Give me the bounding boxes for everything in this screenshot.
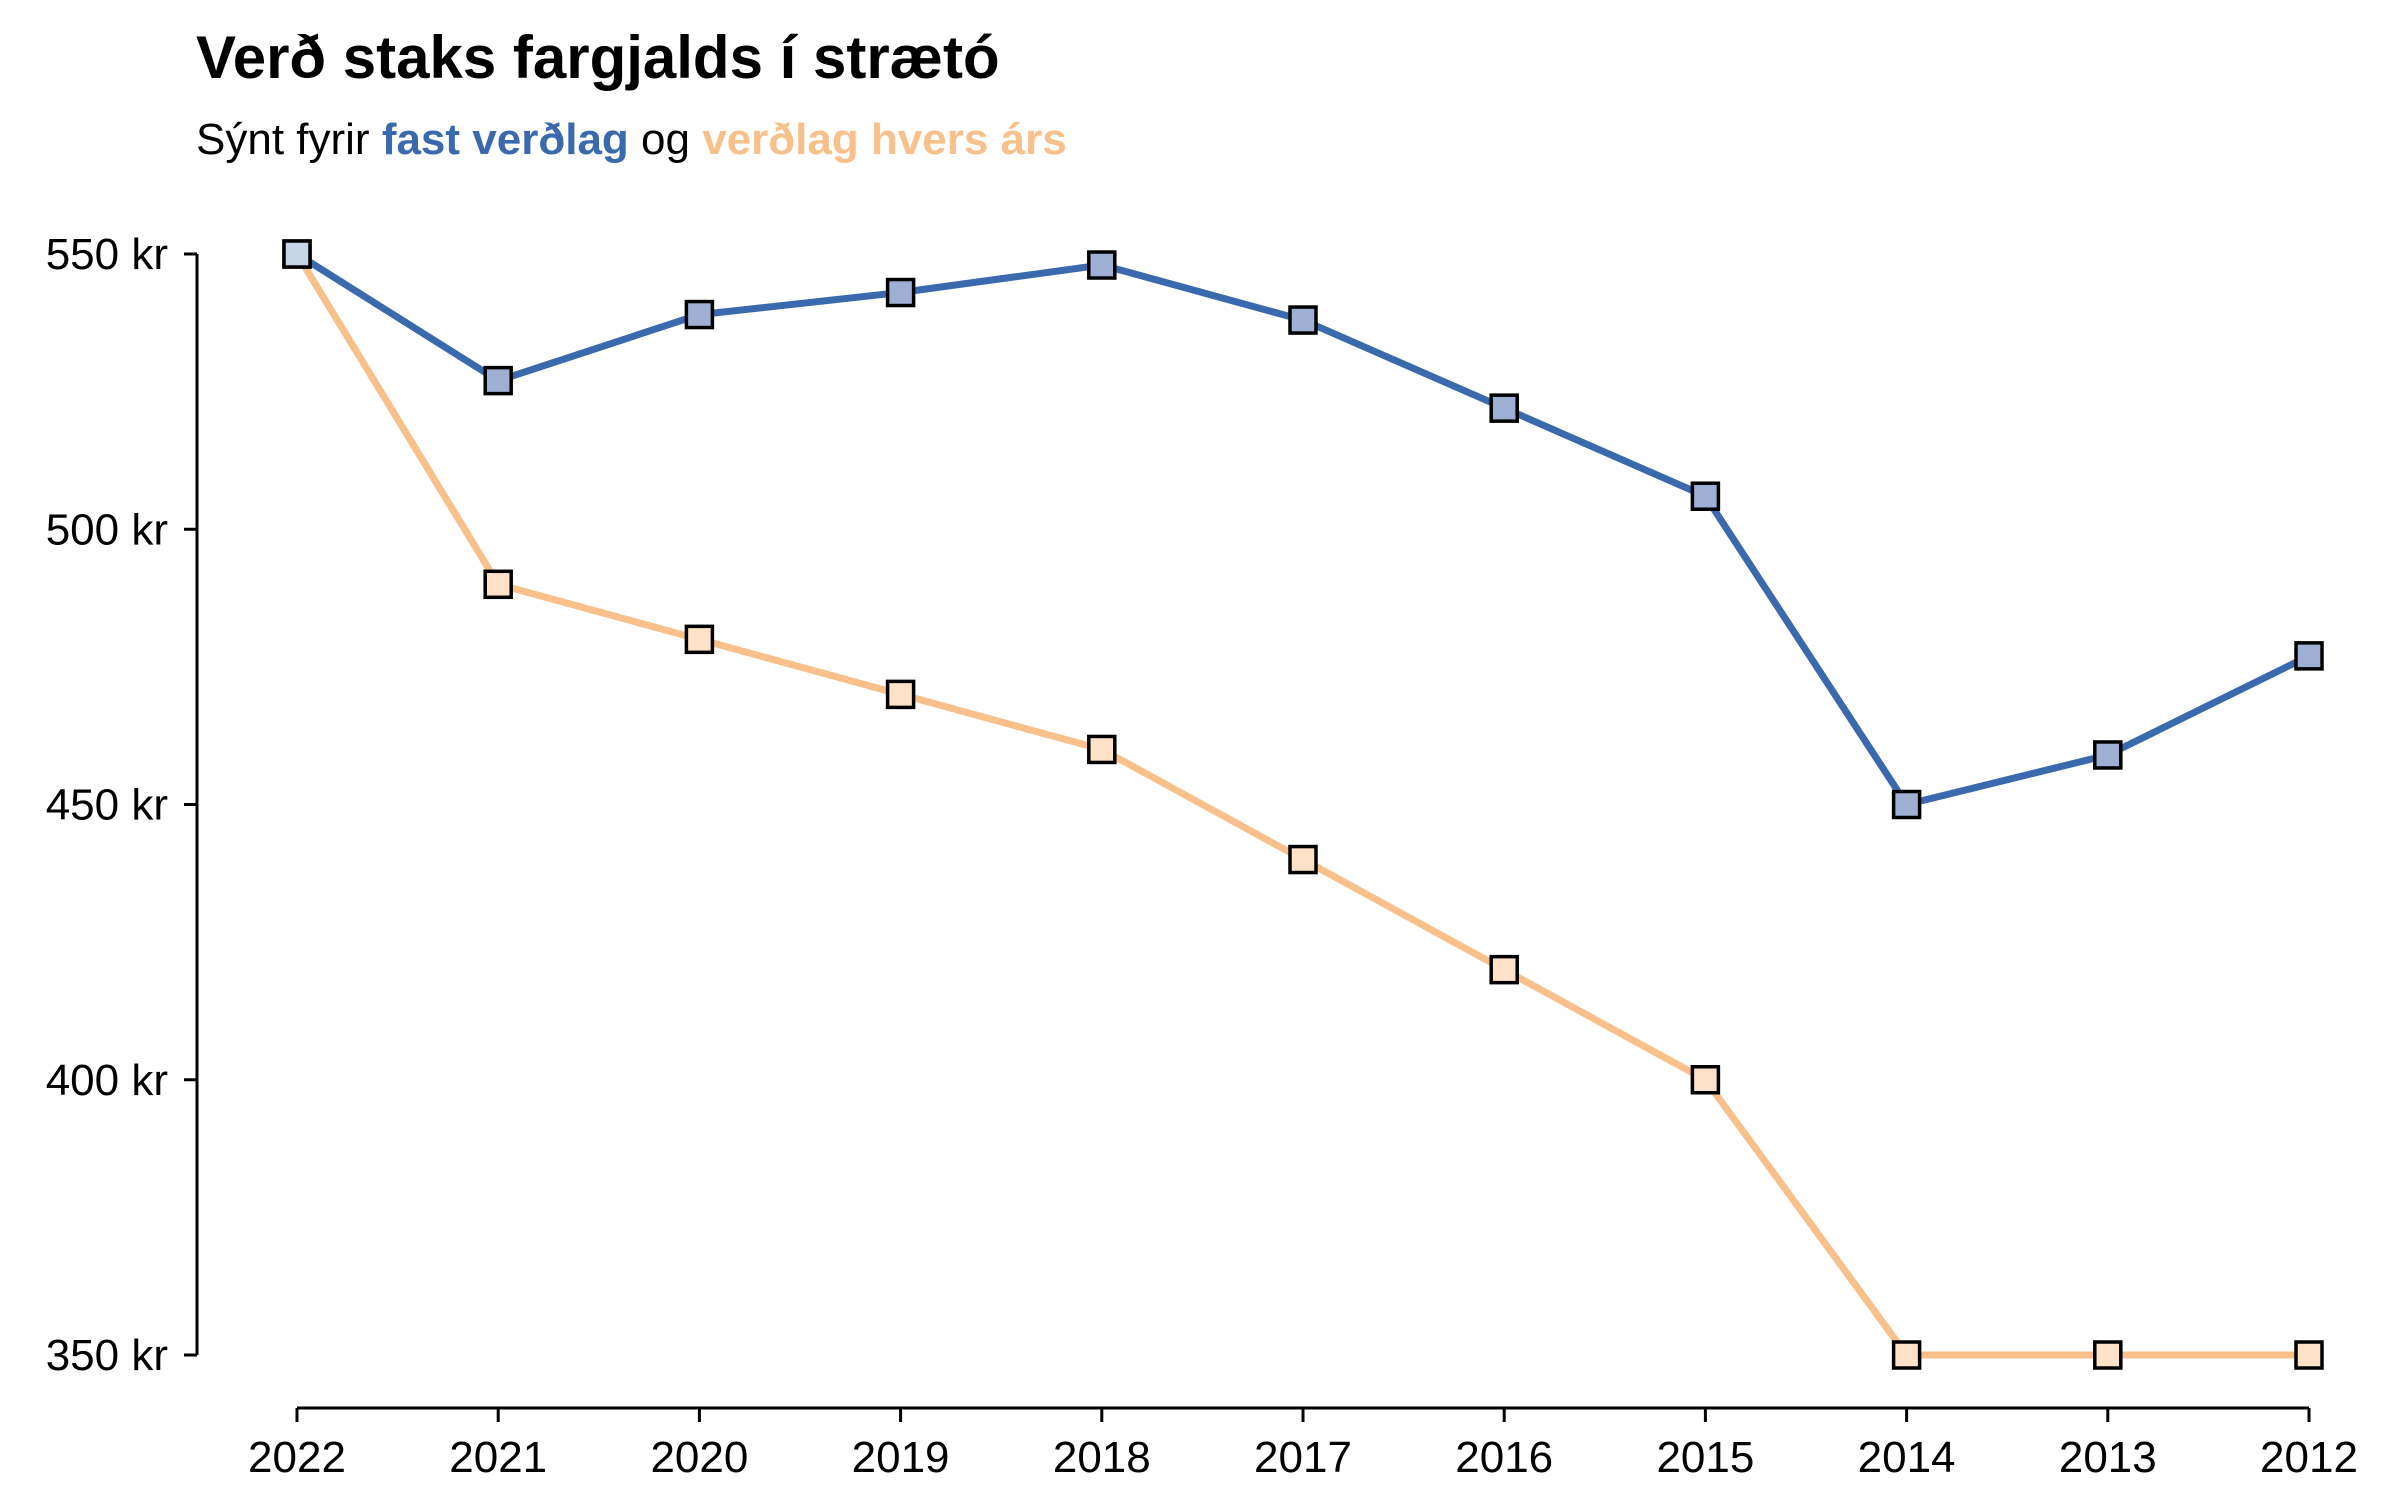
subtitle-series1-label: fast verðlag bbox=[381, 115, 629, 164]
data-point-hvers bbox=[1288, 844, 1318, 875]
chart-subtitle: Sýnt fyrir fast verðlag og verðlag hvers… bbox=[196, 108, 1067, 172]
data-point-hvers bbox=[684, 624, 715, 655]
x-tick-label: 2021 bbox=[449, 1433, 547, 1482]
y-tick-label: 400 kr bbox=[46, 1056, 168, 1105]
y-tick-label: 450 kr bbox=[46, 781, 168, 830]
x-axis-ticks: 2022 2021 2020 2019 2018 2017 2016 2015 2014 2013… bbox=[248, 1408, 2358, 1482]
y-axis-ticks: 350 kr 400 kr 450 kr 500 kr 550 kr bbox=[46, 230, 197, 1380]
data-point-fast bbox=[2294, 641, 2324, 671]
y-tick-label: 350 kr bbox=[46, 1331, 168, 1380]
data-point-fast bbox=[2093, 740, 2123, 770]
x-tick-label: 2013 bbox=[2059, 1433, 2157, 1482]
x-tick-label: 2022 bbox=[248, 1433, 346, 1482]
x-tick-label: 2019 bbox=[852, 1433, 950, 1482]
x-tick-label: 2020 bbox=[650, 1433, 748, 1482]
data-point-hvers bbox=[1690, 1065, 1721, 1095]
data-point-fast bbox=[885, 277, 916, 308]
subtitle-prefix: Sýnt fyrir bbox=[196, 115, 370, 164]
x-tick-label: 2014 bbox=[1858, 1433, 1956, 1482]
data-point-hvers bbox=[2294, 1340, 2324, 1370]
data-point-fast bbox=[1891, 789, 1922, 820]
data-point-hvers bbox=[1489, 954, 1519, 985]
data-point-fast bbox=[282, 239, 312, 269]
data-point-fast bbox=[1087, 250, 1117, 280]
y-tick-label: 550 kr bbox=[46, 230, 168, 279]
data-point-fast bbox=[483, 365, 513, 396]
data-point-fast bbox=[1288, 305, 1318, 335]
chart-title: Verð staks fargjalds í strætó bbox=[196, 24, 1000, 91]
series-line-hvers bbox=[293, 250, 2313, 1359]
x-tick-label: 2015 bbox=[1656, 1433, 1754, 1482]
data-point-fast bbox=[684, 299, 715, 330]
series-lines bbox=[293, 250, 2313, 1359]
data-point-fast bbox=[1690, 481, 1721, 511]
x-tick-label: 2016 bbox=[1455, 1433, 1553, 1482]
subtitle-connector: og bbox=[641, 115, 690, 164]
subtitle-series2-label: verðlag hvers árs bbox=[702, 115, 1067, 164]
data-point-fast bbox=[1489, 393, 1519, 423]
x-tick-label: 2012 bbox=[2260, 1433, 2358, 1482]
y-tick-label: 500 kr bbox=[46, 505, 168, 554]
data-point-hvers bbox=[2093, 1340, 2123, 1370]
series-markers bbox=[282, 239, 2324, 1370]
x-tick-label: 2018 bbox=[1053, 1433, 1151, 1482]
data-point-hvers bbox=[1087, 734, 1117, 765]
data-point-hvers bbox=[1891, 1340, 1922, 1370]
series-line-fast bbox=[293, 250, 2313, 808]
data-point-hvers bbox=[483, 569, 513, 600]
data-point-hvers bbox=[885, 679, 916, 710]
x-tick-label: 2017 bbox=[1254, 1433, 1352, 1482]
